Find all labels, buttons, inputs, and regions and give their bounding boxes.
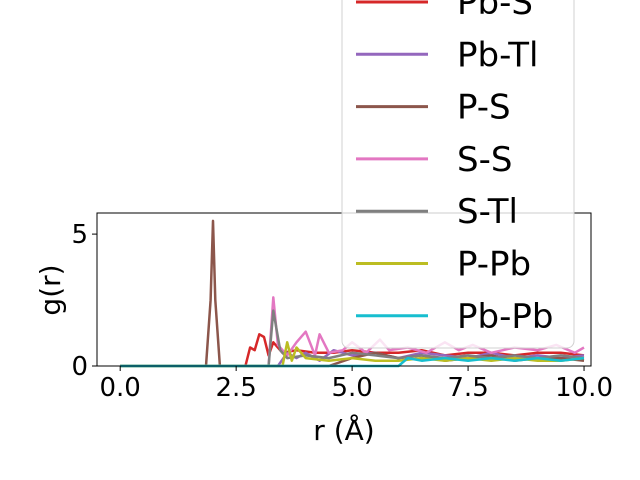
x-tick-label: 7.5 (447, 373, 488, 403)
y-axis-label: g(r) (34, 264, 67, 315)
series-line-pb-pb (120, 356, 585, 368)
legend-label: P-S (457, 88, 511, 128)
legend-items: Pb-S Pb-Tl P-S S-S S-Tl P-Pb Pb-Pb (356, 0, 553, 337)
legend-label: S-Tl (457, 192, 518, 232)
y-tick-label: 0 (71, 352, 88, 382)
series-line-p-pb (120, 341, 585, 368)
x-tick-label: 2.5 (215, 373, 256, 403)
legend-label: Pb-S (457, 0, 533, 23)
x-axis-label: r (Å) (313, 413, 374, 447)
y-tick-label: 5 (71, 220, 88, 250)
legend-box (341, 0, 575, 349)
plot-area (96, 212, 592, 368)
x-tick-label: 10.0 (555, 373, 613, 403)
legend-label: P-Pb (457, 245, 531, 285)
legend-label: Pb-Pb (457, 297, 553, 337)
legend-label: S-S (457, 140, 512, 180)
legend: Pb-S Pb-Tl P-S S-S S-Tl P-Pb Pb-Pb (341, 0, 575, 349)
series-line-s-tl (120, 309, 585, 368)
series-layer (120, 219, 585, 368)
x-tick-label: 5.0 (331, 373, 372, 403)
x-tick-label: 0.0 (100, 373, 141, 403)
y-ticks: 05 (71, 220, 97, 382)
legend-label: Pb-Tl (457, 35, 538, 75)
x-ticks: 0.0 2.5 5.0 7.5 10.0 (100, 366, 613, 403)
